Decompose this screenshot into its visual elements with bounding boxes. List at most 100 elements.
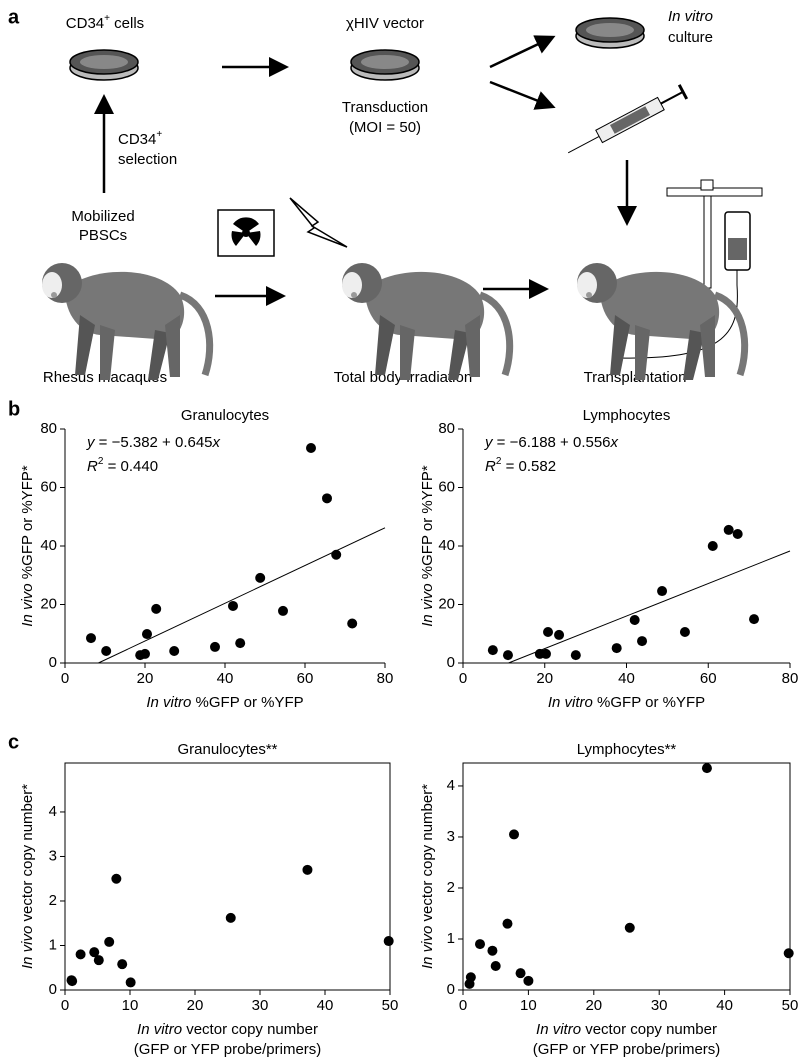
y-tick-label: 20: [40, 595, 57, 612]
y-tick-label: 40: [438, 537, 455, 554]
x-tick-label: 20: [187, 997, 204, 1014]
x-tick-label: 40: [217, 670, 234, 687]
data-point: [523, 975, 534, 986]
culture-label: culture: [668, 29, 713, 46]
petri-dish: [575, 17, 645, 49]
data-point: [125, 977, 136, 988]
chart-title: Granulocytes**: [177, 741, 277, 758]
data-point: [278, 605, 288, 616]
data-point: [235, 638, 246, 649]
y-tick-label: 0: [447, 654, 455, 671]
x-axis-label: In vitro vector copy number: [536, 1021, 717, 1038]
x-tick-label: 40: [716, 997, 733, 1014]
x-tick-label: 10: [122, 997, 139, 1014]
y-tick-label: 80: [438, 420, 455, 437]
data-point: [331, 549, 342, 560]
data-point: [306, 443, 316, 454]
y-tick-label: 1: [49, 936, 57, 953]
y-tick-label: 3: [447, 828, 455, 845]
y-tick-label: 4: [447, 777, 455, 794]
y-tick-label: 0: [447, 981, 455, 998]
data-point: [169, 646, 180, 657]
x-tick-label: 40: [317, 997, 334, 1014]
y-tick-label: 2: [49, 892, 57, 909]
panel-a: a CD34+ cells χHIV vector Transduction (…: [8, 6, 763, 386]
data-point: [657, 586, 668, 597]
data-point: [151, 603, 162, 614]
data-point: [111, 873, 122, 884]
data-point: [611, 643, 622, 654]
vector-label: χHIV vector: [346, 15, 424, 32]
data-point: [502, 650, 513, 661]
x-axis-label: In vitro %GFP or %YFP: [548, 694, 705, 711]
syringe: [567, 84, 689, 154]
x-tick-label: 10: [520, 997, 537, 1014]
x-tick-label: 20: [585, 997, 602, 1014]
data-point: [629, 615, 640, 626]
monkey: [577, 263, 745, 380]
panel-label: a: [8, 6, 20, 28]
data-point: [624, 922, 635, 933]
mobilized-label: Mobilized: [71, 208, 134, 225]
y-tick-label: 1: [447, 930, 455, 947]
y-tick-label: 3: [49, 847, 57, 864]
data-point: [540, 648, 551, 659]
chart-title: Lymphocytes: [583, 407, 671, 424]
data-point: [543, 626, 554, 637]
x-tick-label: 80: [377, 670, 394, 687]
x-axis-label: (GFP or YFP probe/primers): [134, 1041, 322, 1058]
x-tick-label: 0: [61, 997, 69, 1014]
x-tick-label: 80: [782, 670, 799, 687]
chart-title: Lymphocytes**: [577, 741, 677, 758]
data-point: [117, 959, 128, 970]
data-point: [347, 618, 358, 629]
moi-label: (MOI = 50): [349, 119, 421, 136]
petri-dish: [350, 49, 420, 81]
data-point: [783, 948, 794, 959]
x-tick-label: 30: [252, 997, 269, 1014]
data-point: [104, 936, 115, 947]
data-point: [322, 493, 332, 504]
data-point: [679, 626, 690, 637]
data-point: [255, 572, 266, 583]
data-point: [732, 529, 743, 540]
data-point: [93, 955, 104, 966]
r-squared: R2 = 0.440: [87, 456, 158, 475]
arrows: [94, 35, 637, 306]
x-axis-label: (GFP or YFP probe/primers): [533, 1041, 721, 1058]
selection-label: CD34+: [118, 129, 162, 148]
transduction-label: Transduction: [342, 99, 428, 116]
data-point: [749, 614, 760, 625]
fit-line: [508, 550, 791, 664]
y-axis-label: In vivo %GFP or %YFP*: [419, 465, 436, 627]
mobilized-label: PBSCs: [79, 227, 127, 244]
x-tick-label: 50: [382, 997, 399, 1014]
r-squared: R2 = 0.582: [485, 456, 556, 475]
data-point: [67, 976, 78, 987]
x-tick-label: 20: [137, 670, 154, 687]
data-point: [707, 541, 718, 551]
data-point: [509, 829, 520, 840]
data-point: [723, 524, 734, 535]
data-point: [86, 633, 96, 644]
data-point: [465, 972, 476, 983]
data-point: [570, 650, 581, 661]
monkey: [42, 263, 210, 380]
y-tick-label: 4: [49, 803, 57, 820]
data-point: [701, 763, 712, 774]
x-tick-label: 60: [700, 670, 717, 687]
y-tick-label: 60: [438, 478, 455, 495]
plot-frame: [64, 762, 391, 991]
x-tick-label: 40: [618, 670, 635, 687]
selection-label: selection: [118, 151, 177, 168]
data-point: [515, 968, 526, 979]
data-point: [75, 949, 86, 960]
data-point: [490, 961, 501, 972]
equation: y = −5.382 + 0.645x: [86, 434, 221, 451]
panel-label: b: [8, 398, 20, 420]
data-point: [228, 600, 238, 611]
data-point: [101, 646, 112, 657]
data-point: [502, 918, 513, 929]
data-point: [89, 947, 100, 958]
